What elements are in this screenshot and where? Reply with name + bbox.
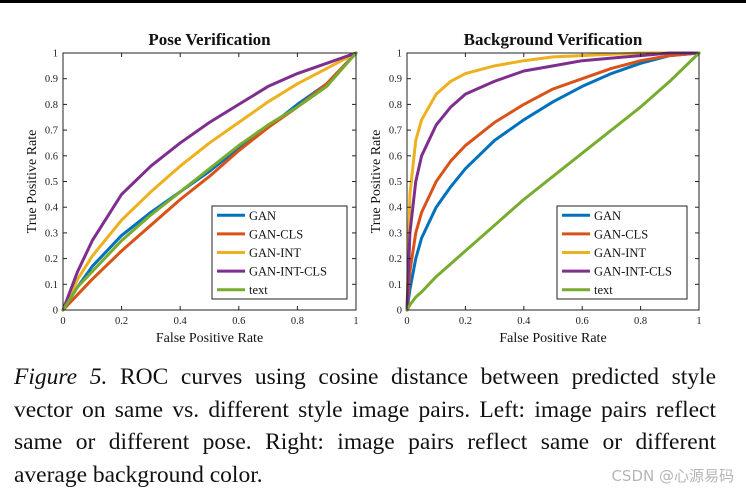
x-axis-label: False Positive Rate [156, 331, 263, 346]
series-line-gan-cls [405, 51, 701, 312]
y-tick-label: 0.3 [45, 228, 58, 239]
y-tick-label: 0.5 [389, 177, 402, 188]
x-tick-label: 0.2 [459, 316, 472, 327]
y-tick-label: 0.9 [45, 74, 58, 85]
y-tick-label: 0 [53, 306, 58, 317]
x-tick-label: 0.4 [517, 316, 531, 327]
y-tick-label: 0.6 [45, 151, 58, 162]
x-tick-label: 0 [404, 316, 409, 327]
y-tick-label: 0 [397, 306, 402, 317]
x-tick-label: 0.8 [634, 316, 647, 327]
legend-label-gan: GAN [249, 209, 276, 223]
y-tick-label: 0.1 [45, 280, 58, 291]
legend-label-gan-int: GAN-INT [249, 246, 301, 260]
figure-canvas: Pose Verification 0 0.2 0.4 0.6 0.8 1 0 0.1 0.2 0.… [25, 30, 702, 346]
legend-box [211, 205, 348, 300]
y-tick-label: 1 [53, 49, 58, 60]
legend-label-gan-cls: GAN-CLS [249, 227, 303, 241]
series-line-text [405, 51, 701, 312]
legend-label-gan-int-cls: GAN-INT-CLS [249, 265, 327, 279]
y-tick-label: 0.4 [45, 203, 59, 214]
legend-label-gan-int: GAN-INT [594, 246, 646, 260]
watermark: CSDN @心源易码 [611, 467, 734, 485]
y-axis-label: True Positive Rate [369, 130, 384, 234]
chart-pose: Pose Verification 0 0.2 0.4 0.6 0.8 1 0 0.1 0.2 0.… [25, 30, 359, 346]
figure-caption: Figure 5. ROC curves using cosine distan… [14, 361, 716, 491]
chart-title: Pose Verification [148, 30, 271, 49]
chart-background: Background Verification 0 0.2 0.4 0.6 0.8 1 0 0.… [369, 30, 702, 346]
chart-title: Background Verification [464, 30, 643, 49]
y-tick-label: 0.2 [45, 254, 58, 265]
y-tick-label: 0.1 [389, 280, 402, 291]
y-tick-label: 0.7 [45, 126, 58, 137]
y-tick-label: 0.2 [389, 254, 402, 265]
series-line-gan-int [61, 51, 358, 312]
x-tick-label: 1 [696, 316, 701, 327]
x-tick-label: 0.4 [174, 316, 188, 327]
top-rule [0, 0, 746, 3]
x-axis-label: False Positive Rate [499, 331, 606, 346]
y-tick-label: 0.3 [389, 228, 402, 239]
y-tick-label: 0.9 [389, 74, 402, 85]
series-line-text [61, 51, 358, 312]
legend-label-text: text [249, 283, 268, 297]
y-axis-label: True Positive Rate [25, 130, 40, 234]
y-tick-label: 0.4 [389, 203, 403, 214]
legend: GAN GAN-CLS GAN-INT GAN-INT-CLS text [211, 205, 348, 300]
legend-label-text: text [594, 283, 613, 297]
y-tick-label: 1 [397, 49, 402, 60]
legend-label-gan-int-cls: GAN-INT-CLS [594, 265, 672, 279]
x-tick-label: 1 [353, 316, 358, 327]
x-tick-label: 0.6 [576, 316, 589, 327]
y-tick-label: 0.5 [45, 177, 58, 188]
series-line-gan-int-cls [61, 51, 358, 312]
legend-label-gan-cls: GAN-CLS [594, 227, 648, 241]
y-tick-label: 0.6 [389, 151, 402, 162]
figure-label: Figure 5. [14, 364, 108, 390]
legend: GAN GAN-CLS GAN-INT GAN-INT-CLS text [556, 205, 688, 300]
x-tick-label: 0 [60, 316, 65, 327]
x-tick-label: 0.6 [232, 316, 245, 327]
x-tick-label: 0.8 [291, 316, 304, 327]
caption-text: ROC curves using cosine distance between… [14, 364, 717, 488]
legend-label-gan: GAN [594, 209, 621, 223]
x-tick-label: 0.2 [115, 316, 128, 327]
y-tick-label: 0.8 [45, 100, 58, 111]
y-tick-label: 0.8 [389, 100, 402, 111]
series-line-gan [405, 51, 701, 312]
series-line-gan-int-cls [405, 51, 701, 312]
y-tick-label: 0.7 [389, 126, 402, 137]
